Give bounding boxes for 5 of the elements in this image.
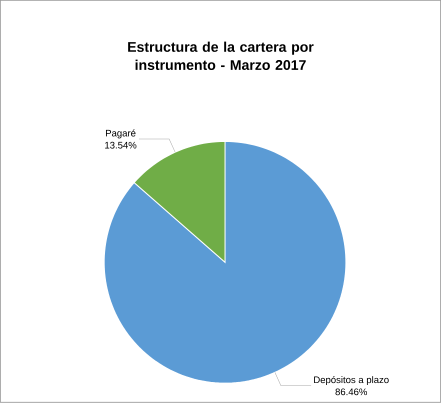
chart-title: Estructura de la cartera por instrumento - Marzo 2017 xyxy=(128,42,314,70)
data-label: 13.54% xyxy=(105,142,136,149)
slice-label: Pagaré xyxy=(106,130,136,139)
slice-label: Depósitos a plazo xyxy=(314,376,389,386)
data-label: 86.46% xyxy=(335,388,368,396)
